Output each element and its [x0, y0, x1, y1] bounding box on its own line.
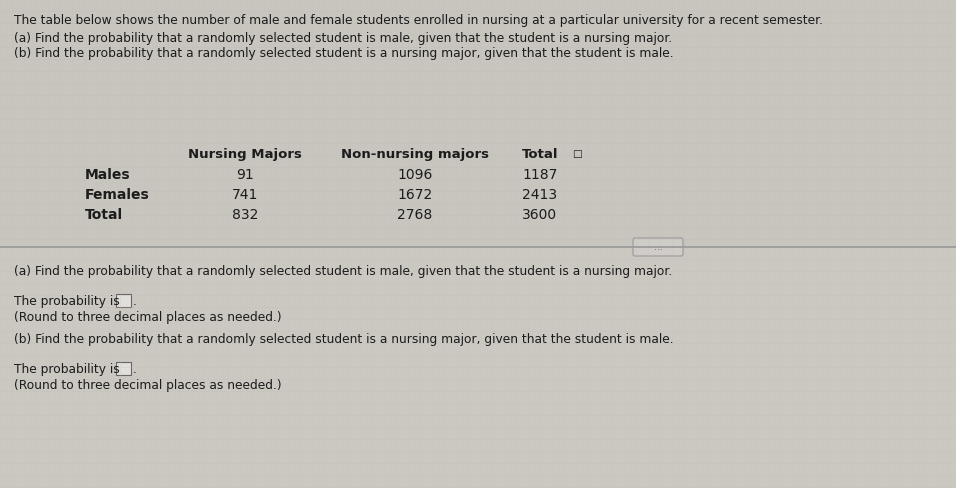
Text: 1187: 1187: [522, 168, 557, 182]
Text: 832: 832: [231, 207, 258, 222]
FancyBboxPatch shape: [633, 239, 683, 257]
Bar: [0, 247, 956, 488]
Text: □: □: [572, 149, 582, 159]
Text: Nursing Majors: Nursing Majors: [188, 148, 302, 161]
Text: 2413: 2413: [522, 187, 557, 202]
Text: The probability is: The probability is: [14, 294, 120, 307]
Text: Total: Total: [85, 207, 123, 222]
Text: Non-nursing majors: Non-nursing majors: [341, 148, 489, 161]
Text: .: .: [133, 294, 137, 307]
Text: Total: Total: [522, 148, 558, 161]
Text: .: .: [133, 362, 137, 375]
Text: 3600: 3600: [522, 207, 557, 222]
Text: (Round to three decimal places as needed.): (Round to three decimal places as needed…: [14, 378, 282, 391]
Text: (a) Find the probability that a randomly selected student is male, given that th: (a) Find the probability that a randomly…: [14, 264, 672, 278]
Text: The probability is: The probability is: [14, 362, 120, 375]
Text: ...: ...: [654, 243, 663, 252]
Bar: [116, 362, 131, 375]
Text: 741: 741: [231, 187, 258, 202]
Text: (b) Find the probability that a randomly selected student is a nursing major, gi: (b) Find the probability that a randomly…: [14, 47, 674, 60]
Text: (a) Find the probability that a randomly selected student is male, given that th: (a) Find the probability that a randomly…: [14, 32, 672, 45]
Text: (b) Find the probability that a randomly selected student is a nursing major, gi: (b) Find the probability that a randomly…: [14, 332, 674, 346]
Text: (Round to three decimal places as needed.): (Round to three decimal places as needed…: [14, 310, 282, 324]
Text: Females: Females: [85, 187, 150, 202]
Text: Males: Males: [85, 168, 131, 182]
Text: 1672: 1672: [398, 187, 433, 202]
Bar: [116, 294, 131, 307]
Text: The table below shows the number of male and female students enrolled in nursing: The table below shows the number of male…: [14, 14, 823, 27]
Text: 1096: 1096: [398, 168, 433, 182]
Text: 2768: 2768: [398, 207, 433, 222]
Text: 91: 91: [236, 168, 254, 182]
